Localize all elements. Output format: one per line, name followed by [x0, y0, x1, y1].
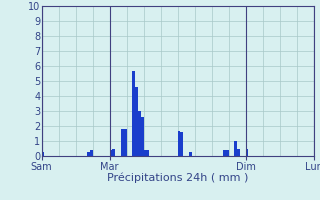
Bar [178, 130, 180, 156]
Bar [189, 152, 192, 156]
Bar [226, 150, 228, 156]
Bar [223, 150, 226, 156]
Bar [121, 129, 124, 156]
Bar [112, 148, 115, 156]
Bar [135, 87, 138, 156]
Bar [180, 132, 183, 156]
Bar [234, 141, 237, 156]
Bar [42, 152, 44, 156]
Bar [132, 71, 135, 156]
Bar [147, 150, 149, 156]
X-axis label: Précipitations 24h ( mm ): Précipitations 24h ( mm ) [107, 173, 248, 183]
Bar [237, 148, 240, 156]
Bar [87, 152, 90, 156]
Bar [141, 117, 144, 156]
Bar [246, 148, 248, 156]
Bar [90, 150, 92, 156]
Bar [124, 129, 127, 156]
Bar [109, 150, 112, 156]
Bar [138, 111, 141, 156]
Bar [144, 150, 147, 156]
